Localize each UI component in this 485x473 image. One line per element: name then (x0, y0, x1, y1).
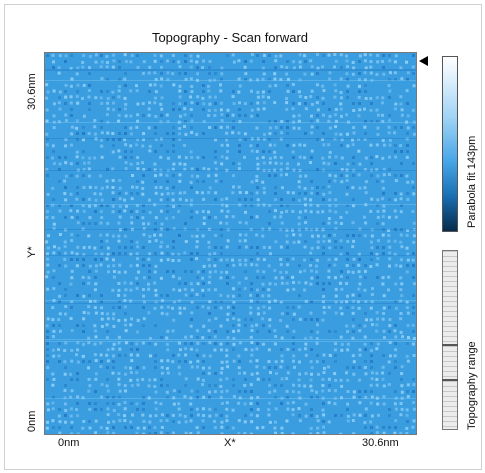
y-axis-bottom-label: 0nm (26, 410, 38, 432)
x-axis-right-label: 30.6nm (362, 437, 399, 449)
range-handle-lower[interactable] (442, 379, 458, 381)
triangle-left-icon[interactable] (419, 56, 428, 66)
x-axis-left-label: 0nm (58, 437, 80, 449)
y-axis-top-label: 30.6nm (26, 73, 38, 110)
x-axis-title: X* (224, 437, 236, 449)
topography-image[interactable] (44, 52, 417, 435)
y-axis-title: Y* (26, 246, 38, 258)
topography-range-slider[interactable] (442, 250, 458, 430)
topography-surface (45, 53, 416, 434)
color-scale-label: Parabola fit 143pm (466, 135, 478, 228)
window-title: Topography - Scan forward (151, 30, 309, 45)
topography-range-label: Topography range (466, 341, 478, 430)
range-handle-upper[interactable] (442, 344, 458, 346)
color-scale-bar (442, 56, 458, 232)
